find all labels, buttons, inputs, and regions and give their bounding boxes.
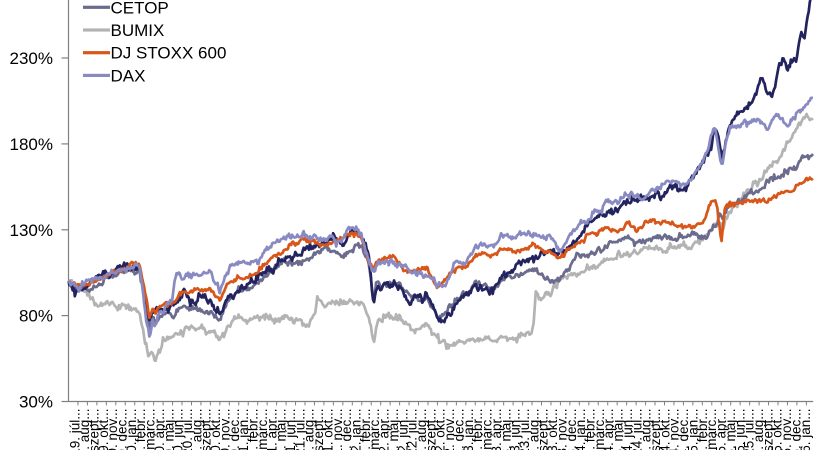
svg-text:2020. dec...: 2020. dec... — [227, 409, 242, 450]
svg-text:2024. júl...: 2024. júl... — [629, 409, 644, 450]
svg-text:2020. márc...: 2020. márc... — [143, 409, 158, 450]
svg-text:2023. febr...: 2023. febr... — [470, 409, 485, 450]
svg-text:30%: 30% — [19, 393, 53, 412]
svg-text:2022. jan...: 2022. jan... — [349, 409, 364, 450]
svg-text:2023. aug...: 2023. aug... — [526, 409, 541, 450]
svg-text:2025. szept...: 2025. szept... — [760, 409, 775, 450]
svg-text:2022. nov...: 2022. nov... — [442, 408, 457, 450]
svg-text:2024. nov...: 2024. nov... — [667, 409, 682, 450]
svg-text:2019. okt...: 2019. okt... — [96, 409, 111, 450]
svg-text:2022. febr...: 2022. febr... — [358, 409, 373, 450]
svg-text:2025. jún...: 2025. jún... — [732, 409, 747, 450]
svg-text:2022. okt...: 2022. okt... — [433, 409, 448, 450]
svg-text:2020. ápr...: 2020. ápr... — [152, 409, 167, 450]
svg-text:2022. ápr...: 2022. ápr... — [377, 409, 392, 450]
svg-text:2023. jún...: 2023. jún... — [508, 409, 523, 450]
svg-text:2021. ápr...: 2021. ápr... — [264, 409, 279, 450]
svg-text:2025. máj...: 2025. máj... — [723, 409, 738, 450]
svg-text:2022. szept...: 2022. szept... — [423, 409, 438, 450]
svg-text:2020. okt...: 2020. okt... — [208, 409, 223, 450]
svg-text:2024. máj...: 2024. máj... — [611, 409, 626, 450]
svg-text:2024. márc...: 2024. márc... — [592, 409, 607, 450]
svg-text:2021. márc...: 2021. márc... — [255, 409, 270, 450]
svg-text:2023. máj...: 2023. máj... — [498, 409, 513, 450]
svg-text:BUMIX: BUMIX — [111, 21, 165, 40]
svg-text:2025. ápr...: 2025. ápr... — [714, 409, 729, 450]
svg-text:2020. jún...: 2020. jún... — [171, 409, 186, 450]
svg-text:2020. júl...: 2020. júl... — [180, 409, 195, 450]
svg-text:2021. okt...: 2021. okt... — [320, 409, 335, 450]
svg-text:2022. dec...: 2022. dec... — [451, 408, 466, 450]
svg-text:2021. aug...: 2021. aug... — [302, 409, 317, 450]
svg-text:2020. máj...: 2020. máj... — [161, 409, 176, 450]
svg-text:180%: 180% — [10, 135, 53, 154]
svg-text:CETOP: CETOP — [111, 0, 169, 17]
svg-text:2019. nov...: 2019. nov... — [105, 409, 120, 450]
svg-text:2025. febr...: 2025. febr... — [695, 409, 710, 450]
svg-text:2019. aug...: 2019. aug... — [77, 409, 92, 450]
svg-text:2023. dec...: 2023. dec... — [564, 409, 579, 450]
svg-text:2023. okt...: 2023. okt... — [545, 409, 560, 450]
svg-text:2023. márc...: 2023. márc... — [480, 409, 495, 450]
svg-text:80%: 80% — [19, 307, 53, 326]
svg-text:2025. márc...: 2025. márc... — [704, 409, 719, 450]
svg-text:2021. febr...: 2021. febr... — [246, 409, 261, 450]
svg-text:2020. szept...: 2020. szept... — [199, 409, 214, 450]
svg-text:2025. nov...: 2025. nov... — [779, 409, 794, 450]
svg-text:2019. szept...: 2019. szept... — [86, 409, 101, 450]
svg-text:2024. febr...: 2024. febr... — [583, 409, 598, 450]
svg-text:2024. okt...: 2024. okt... — [657, 409, 672, 450]
svg-text:2023. nov...: 2023. nov... — [554, 409, 569, 450]
svg-text:2020. aug...: 2020. aug... — [189, 409, 204, 450]
svg-text:2024. dec...: 2024. dec... — [676, 409, 691, 450]
svg-text:2020. febr...: 2020. febr... — [133, 409, 148, 450]
svg-text:2024. ápr...: 2024. ápr... — [601, 409, 616, 450]
svg-text:2021. júl...: 2021. júl... — [292, 409, 307, 450]
svg-text:2021. jún...: 2021. jún... — [283, 409, 298, 450]
svg-text:2022. máj...: 2022. máj... — [386, 409, 401, 450]
svg-text:130%: 130% — [10, 221, 53, 240]
svg-text:DJ STOXX 600: DJ STOXX 600 — [111, 44, 227, 63]
svg-text:2025. okt...: 2025. okt... — [770, 409, 785, 450]
svg-text:2020. jan...: 2020. jan... — [124, 409, 139, 450]
svg-text:2024. jún...: 2024. jún... — [620, 409, 635, 450]
svg-text:2021. dec...: 2021. dec... — [339, 409, 354, 450]
svg-text:2020. nov...: 2020. nov... — [217, 409, 232, 450]
svg-text:2025. dec...: 2025. dec... — [788, 409, 803, 450]
svg-text:2019. dec...: 2019. dec... — [115, 409, 130, 450]
svg-text:2022. jún...: 2022. jún... — [395, 409, 410, 450]
svg-text:2021. szept...: 2021. szept... — [311, 409, 326, 450]
svg-text:2021. nov...: 2021. nov... — [330, 409, 345, 450]
svg-text:2026. jan...: 2026. jan... — [798, 409, 813, 450]
svg-text:2023. jan...: 2023. jan... — [461, 409, 476, 450]
svg-text:2025. júl...: 2025. júl... — [742, 409, 757, 450]
svg-text:2022. márc...: 2022. márc... — [367, 409, 382, 450]
svg-text:2024. jan...: 2024. jan... — [573, 409, 588, 450]
svg-text:DAX: DAX — [111, 66, 146, 85]
svg-text:2023. júl...: 2023. júl... — [517, 409, 532, 450]
svg-text:2023. szept...: 2023. szept... — [536, 409, 551, 450]
svg-text:2021. máj...: 2021. máj... — [274, 409, 289, 450]
svg-text:2021. jan...: 2021. jan... — [236, 409, 251, 450]
svg-text:2022. júl...: 2022. júl... — [405, 409, 420, 450]
svg-text:2025. jan...: 2025. jan... — [685, 409, 700, 450]
svg-text:2023. ápr...: 2023. ápr... — [489, 409, 504, 450]
svg-text:230%: 230% — [10, 49, 53, 68]
svg-text:2024. aug...: 2024. aug... — [639, 409, 654, 450]
svg-text:2024. szept...: 2024. szept... — [648, 409, 663, 450]
svg-text:2019. júl...: 2019. júl... — [68, 409, 83, 450]
svg-text:2025. aug...: 2025. aug... — [751, 409, 766, 450]
svg-text:2022. aug...: 2022. aug... — [414, 409, 429, 450]
